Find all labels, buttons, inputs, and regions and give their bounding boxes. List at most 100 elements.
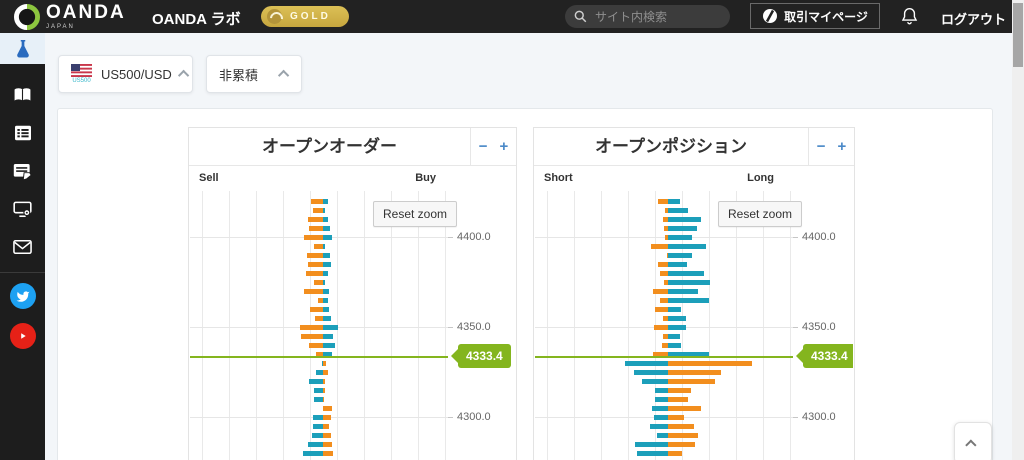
order-bar-right xyxy=(323,423,329,429)
order-bar-left xyxy=(655,387,668,393)
order-bar-right xyxy=(668,351,709,357)
order-bar-left xyxy=(653,288,668,294)
zoom-in-button[interactable]: + xyxy=(499,138,509,155)
open-orders-card: オープンオーダー − + Sell Buy 4400.0 4350.0 4300.0… xyxy=(188,127,517,460)
order-bar-left xyxy=(316,369,323,375)
grid-line xyxy=(229,191,230,460)
card-header: オープンポジション − + xyxy=(534,128,854,166)
brand-wordmark: OANDA xyxy=(46,2,126,23)
order-bar-right xyxy=(323,279,325,285)
order-bar-right xyxy=(668,414,684,420)
sidebar-item-twitter[interactable] xyxy=(9,283,36,309)
sidebar-item-lab[interactable] xyxy=(0,33,45,64)
current-price-tag: 4333.4 xyxy=(787,343,853,368)
scrollbar-thumb[interactable] xyxy=(1013,3,1023,67)
order-bar-left xyxy=(658,198,668,204)
notifications-bell-icon[interactable] xyxy=(901,7,918,30)
reset-zoom-button[interactable]: Reset zoom xyxy=(718,201,803,227)
order-bar-right xyxy=(323,297,328,303)
order-bar-left xyxy=(642,378,668,384)
logout-link[interactable]: ログアウト xyxy=(941,12,1007,27)
search-input[interactable] xyxy=(593,8,713,25)
price-tag-value: 4333.4 xyxy=(803,343,853,368)
card-header: オープンオーダー − + xyxy=(189,128,516,166)
chevron-up-icon xyxy=(965,439,977,451)
sidebar-item-tools[interactable] xyxy=(0,190,45,228)
order-bar-left xyxy=(318,297,323,303)
reset-zoom-button[interactable]: Reset zoom xyxy=(373,201,458,227)
order-bar-left xyxy=(315,315,323,321)
buy-side-label: Buy xyxy=(415,172,436,184)
mail-icon xyxy=(13,240,32,254)
grid-line xyxy=(202,191,203,460)
order-bar-right xyxy=(668,261,687,267)
app-title-link[interactable]: OANDA ラボ xyxy=(152,11,241,28)
sidebar-item-news[interactable] xyxy=(0,152,45,190)
gold-plan-badge[interactable]: GOLD xyxy=(261,6,349,27)
instrument-value: US500/USD xyxy=(101,66,172,82)
order-bar-right xyxy=(323,432,331,438)
order-bar-left xyxy=(634,369,668,375)
oanda-mark-icon xyxy=(763,9,778,23)
order-bar-right xyxy=(668,396,688,402)
gold-coin-icon xyxy=(267,9,282,24)
order-bar-left xyxy=(310,306,323,312)
order-bar-right xyxy=(323,405,332,411)
sidebar-item-list[interactable] xyxy=(0,114,45,152)
order-bar-left xyxy=(654,414,668,420)
sidebar-item-contact[interactable] xyxy=(0,228,45,266)
price-tag-value: 4333.4 xyxy=(458,343,511,368)
trading-mypage-button[interactable]: 取引マイページ xyxy=(750,3,880,29)
order-bar-left xyxy=(300,324,323,330)
order-bar-left xyxy=(309,225,323,231)
order-bar-left xyxy=(625,360,668,366)
order-bar-right xyxy=(668,297,709,303)
order-bar-right xyxy=(668,423,694,429)
order-bar-right xyxy=(323,225,330,231)
order-bar-left xyxy=(657,432,668,438)
order-bar-left xyxy=(306,270,323,276)
order-bar-left xyxy=(322,360,323,366)
order-bar-right xyxy=(323,387,325,393)
gold-badge-label: GOLD xyxy=(290,11,331,22)
zoom-in-button[interactable]: + xyxy=(837,138,847,155)
order-bar-right xyxy=(323,360,326,366)
order-bar-left xyxy=(660,270,668,276)
zoom-out-button[interactable]: − xyxy=(816,138,826,155)
order-bar-right xyxy=(668,333,680,339)
order-bar-left xyxy=(663,216,668,222)
site-search xyxy=(565,5,730,28)
order-bar-right xyxy=(323,234,332,240)
scroll-to-top-button[interactable] xyxy=(954,422,992,460)
order-bar-left xyxy=(311,198,323,204)
instrument-select[interactable]: US500 US500/USD xyxy=(58,55,193,93)
zoom-out-button[interactable]: − xyxy=(478,138,488,155)
sidebar-item-youtube[interactable] xyxy=(9,323,36,349)
open-positions-plot[interactable]: 4400.0 4350.0 4300.0 4333.4 xyxy=(535,191,853,460)
axis-label: 4300.0 xyxy=(802,411,836,423)
order-bar-right xyxy=(668,324,686,330)
order-bar-right xyxy=(323,216,328,222)
axis-label: 4400.0 xyxy=(802,231,836,243)
grid-line xyxy=(574,191,575,460)
axis-label: 4350.0 xyxy=(457,321,491,333)
open-orders-plot[interactable]: 4400.0 4350.0 4300.0 4333.4 xyxy=(190,191,515,460)
grid-line xyxy=(709,191,710,460)
grid-line xyxy=(418,191,419,460)
mode-select[interactable]: 非累積 xyxy=(206,55,302,93)
order-bar-right xyxy=(323,288,329,294)
oanda-logo[interactable]: OANDA JAPAN xyxy=(14,3,126,30)
twitter-icon xyxy=(16,291,29,302)
order-bar-right xyxy=(668,378,715,384)
lab-flask-icon xyxy=(16,39,29,58)
order-bar-left xyxy=(663,315,668,321)
order-bar-right xyxy=(668,432,698,438)
order-bar-left xyxy=(301,333,323,339)
order-bar-right xyxy=(668,315,686,321)
brand-sub: JAPAN xyxy=(46,24,75,30)
order-bar-right xyxy=(668,342,681,348)
order-bar-right xyxy=(323,351,332,357)
open-positions-card: オープンポジション − + Short Long 4400.0 4350.0 430… xyxy=(533,127,855,460)
sidebar-item-guide[interactable] xyxy=(0,76,45,114)
